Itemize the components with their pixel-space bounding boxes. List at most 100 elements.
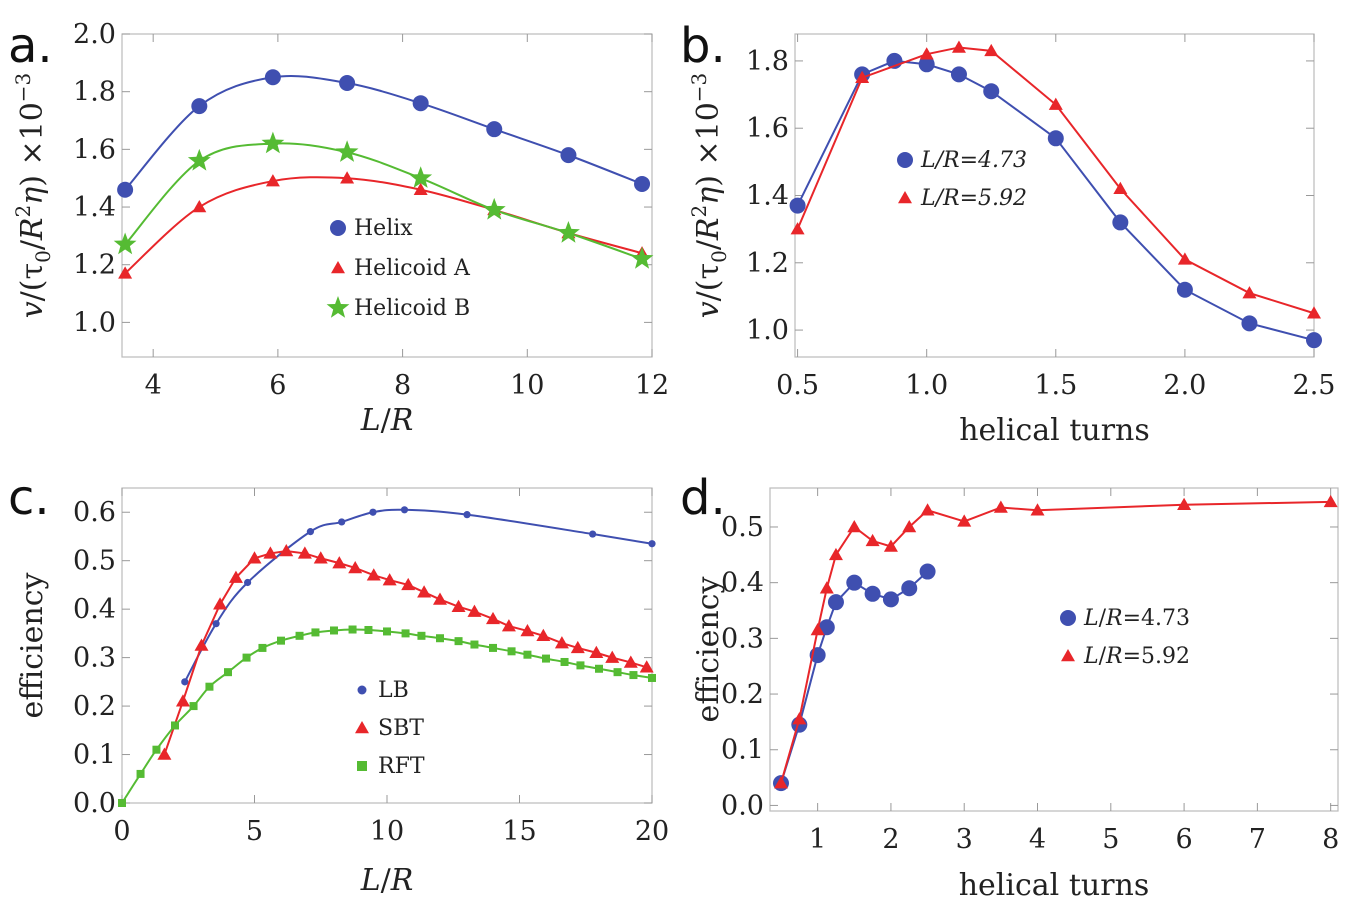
data-point xyxy=(383,627,391,636)
legend-marker xyxy=(355,721,369,734)
data-point xyxy=(882,591,899,608)
y-tick-label: 0.1 xyxy=(721,735,764,766)
data-point xyxy=(901,580,918,597)
panel-d: 1 2 3 4 5 6 7 8 0.0 0.1 0.2 0.3 0.4 0.5 L/R=4.73 L/R=5.… xyxy=(680,470,1339,903)
data-point xyxy=(1030,503,1045,516)
data-point xyxy=(401,629,410,638)
data-point xyxy=(1307,306,1321,319)
y-tick-label: 0.3 xyxy=(73,643,116,674)
x-axis-label: helical turns xyxy=(959,868,1150,903)
data-point xyxy=(623,655,638,668)
y-tick-label: 0.6 xyxy=(73,497,116,528)
y-tick-label: 1.8 xyxy=(746,46,789,77)
data-point xyxy=(340,171,355,184)
data-point xyxy=(467,604,482,617)
data-point xyxy=(1242,286,1257,299)
data-point xyxy=(1177,252,1192,265)
data-point xyxy=(212,620,220,628)
data-point xyxy=(409,166,433,188)
data-point xyxy=(773,776,788,789)
data-point xyxy=(507,647,516,656)
data-point xyxy=(224,668,232,677)
legend-label: L/R=4.73 xyxy=(920,148,1027,173)
y-tick-label: 0.2 xyxy=(721,679,764,710)
x-tick-label: 10 xyxy=(370,816,404,847)
data-point xyxy=(412,95,429,112)
data-point xyxy=(152,745,161,754)
data-point xyxy=(433,592,447,605)
y-tick-label: 1.0 xyxy=(73,307,116,338)
data-point xyxy=(520,623,535,637)
x-tick-label: 3 xyxy=(956,824,973,855)
data-point xyxy=(313,551,328,564)
data-point xyxy=(191,98,208,115)
data-point xyxy=(366,568,381,581)
data-point xyxy=(1048,97,1063,110)
legend-label: Helix xyxy=(354,216,413,241)
data-point xyxy=(332,556,347,569)
x-tick-label: 7 xyxy=(1249,824,1266,855)
data-point xyxy=(855,70,870,83)
x-axis-label: L/R xyxy=(360,863,414,898)
data-point xyxy=(554,636,569,649)
data-point xyxy=(400,506,409,514)
plot-frame xyxy=(794,33,1315,358)
data-point xyxy=(557,221,580,243)
legend-marker xyxy=(1060,610,1076,626)
series-line-l-r-5-92 xyxy=(780,500,1331,784)
data-point xyxy=(846,574,863,591)
legend-label: LB xyxy=(378,678,409,703)
y-tick-label: 0.5 xyxy=(721,512,764,543)
legend-marker xyxy=(331,261,345,274)
panel-c: 0 5 10 15 20 0.0 0.1 0.2 0.3 0.4 0.5 0.6 LB SBT RFT c. e… xyxy=(8,470,669,898)
data-point xyxy=(382,573,397,586)
x-axis-label: L/R xyxy=(360,403,414,438)
legend: L/R=4.73 L/R=5.92 xyxy=(897,148,1027,211)
panel-b: 0.5 1.0 1.5 2.0 2.51.01.21.41.61.8L/R=4.73L/… xyxy=(680,18,1335,448)
legend-label: SBT xyxy=(378,716,424,741)
legend-marker xyxy=(1061,649,1075,662)
data-point xyxy=(369,508,377,516)
panel-label: c. xyxy=(8,470,50,526)
data-point xyxy=(983,83,1000,100)
data-point xyxy=(1112,214,1129,231)
data-point xyxy=(792,712,807,725)
data-point xyxy=(864,585,881,602)
data-point xyxy=(279,544,294,557)
data-point xyxy=(413,182,428,195)
data-point xyxy=(957,514,972,527)
data-point xyxy=(417,585,432,598)
data-point xyxy=(417,631,426,640)
data-point xyxy=(810,623,825,636)
legend-marker xyxy=(357,685,367,695)
data-point xyxy=(993,500,1008,513)
data-point xyxy=(789,197,806,214)
data-point xyxy=(348,560,363,574)
data-point xyxy=(536,628,551,642)
data-point xyxy=(171,721,179,730)
data-point xyxy=(463,511,471,519)
data-point xyxy=(181,678,189,686)
legend-marker xyxy=(897,152,913,168)
data-point xyxy=(486,611,500,625)
y-tick-label: 1.2 xyxy=(73,250,116,281)
legend-label: Helicoid A xyxy=(354,256,471,281)
data-point xyxy=(1047,130,1064,147)
data-point xyxy=(261,131,285,154)
series-group xyxy=(789,40,1322,349)
x-tick-label: 8 xyxy=(394,370,411,401)
plot-frame xyxy=(769,487,1339,812)
y-tick-label: 1.6 xyxy=(73,134,116,165)
x-axis-label: helical turns xyxy=(959,413,1150,448)
data-point xyxy=(117,181,134,198)
x-tick-label: 12 xyxy=(635,370,669,401)
series-group xyxy=(113,69,654,279)
data-point xyxy=(136,769,145,778)
data-point xyxy=(629,671,638,680)
y-axis-label: efficiency xyxy=(15,573,50,719)
y-tick-label: 0.4 xyxy=(721,568,764,599)
data-point xyxy=(950,66,967,83)
legend-label: RFT xyxy=(378,754,425,779)
legend: L/R=4.73 L/R=5.92 xyxy=(1060,606,1190,669)
data-point xyxy=(828,547,843,561)
